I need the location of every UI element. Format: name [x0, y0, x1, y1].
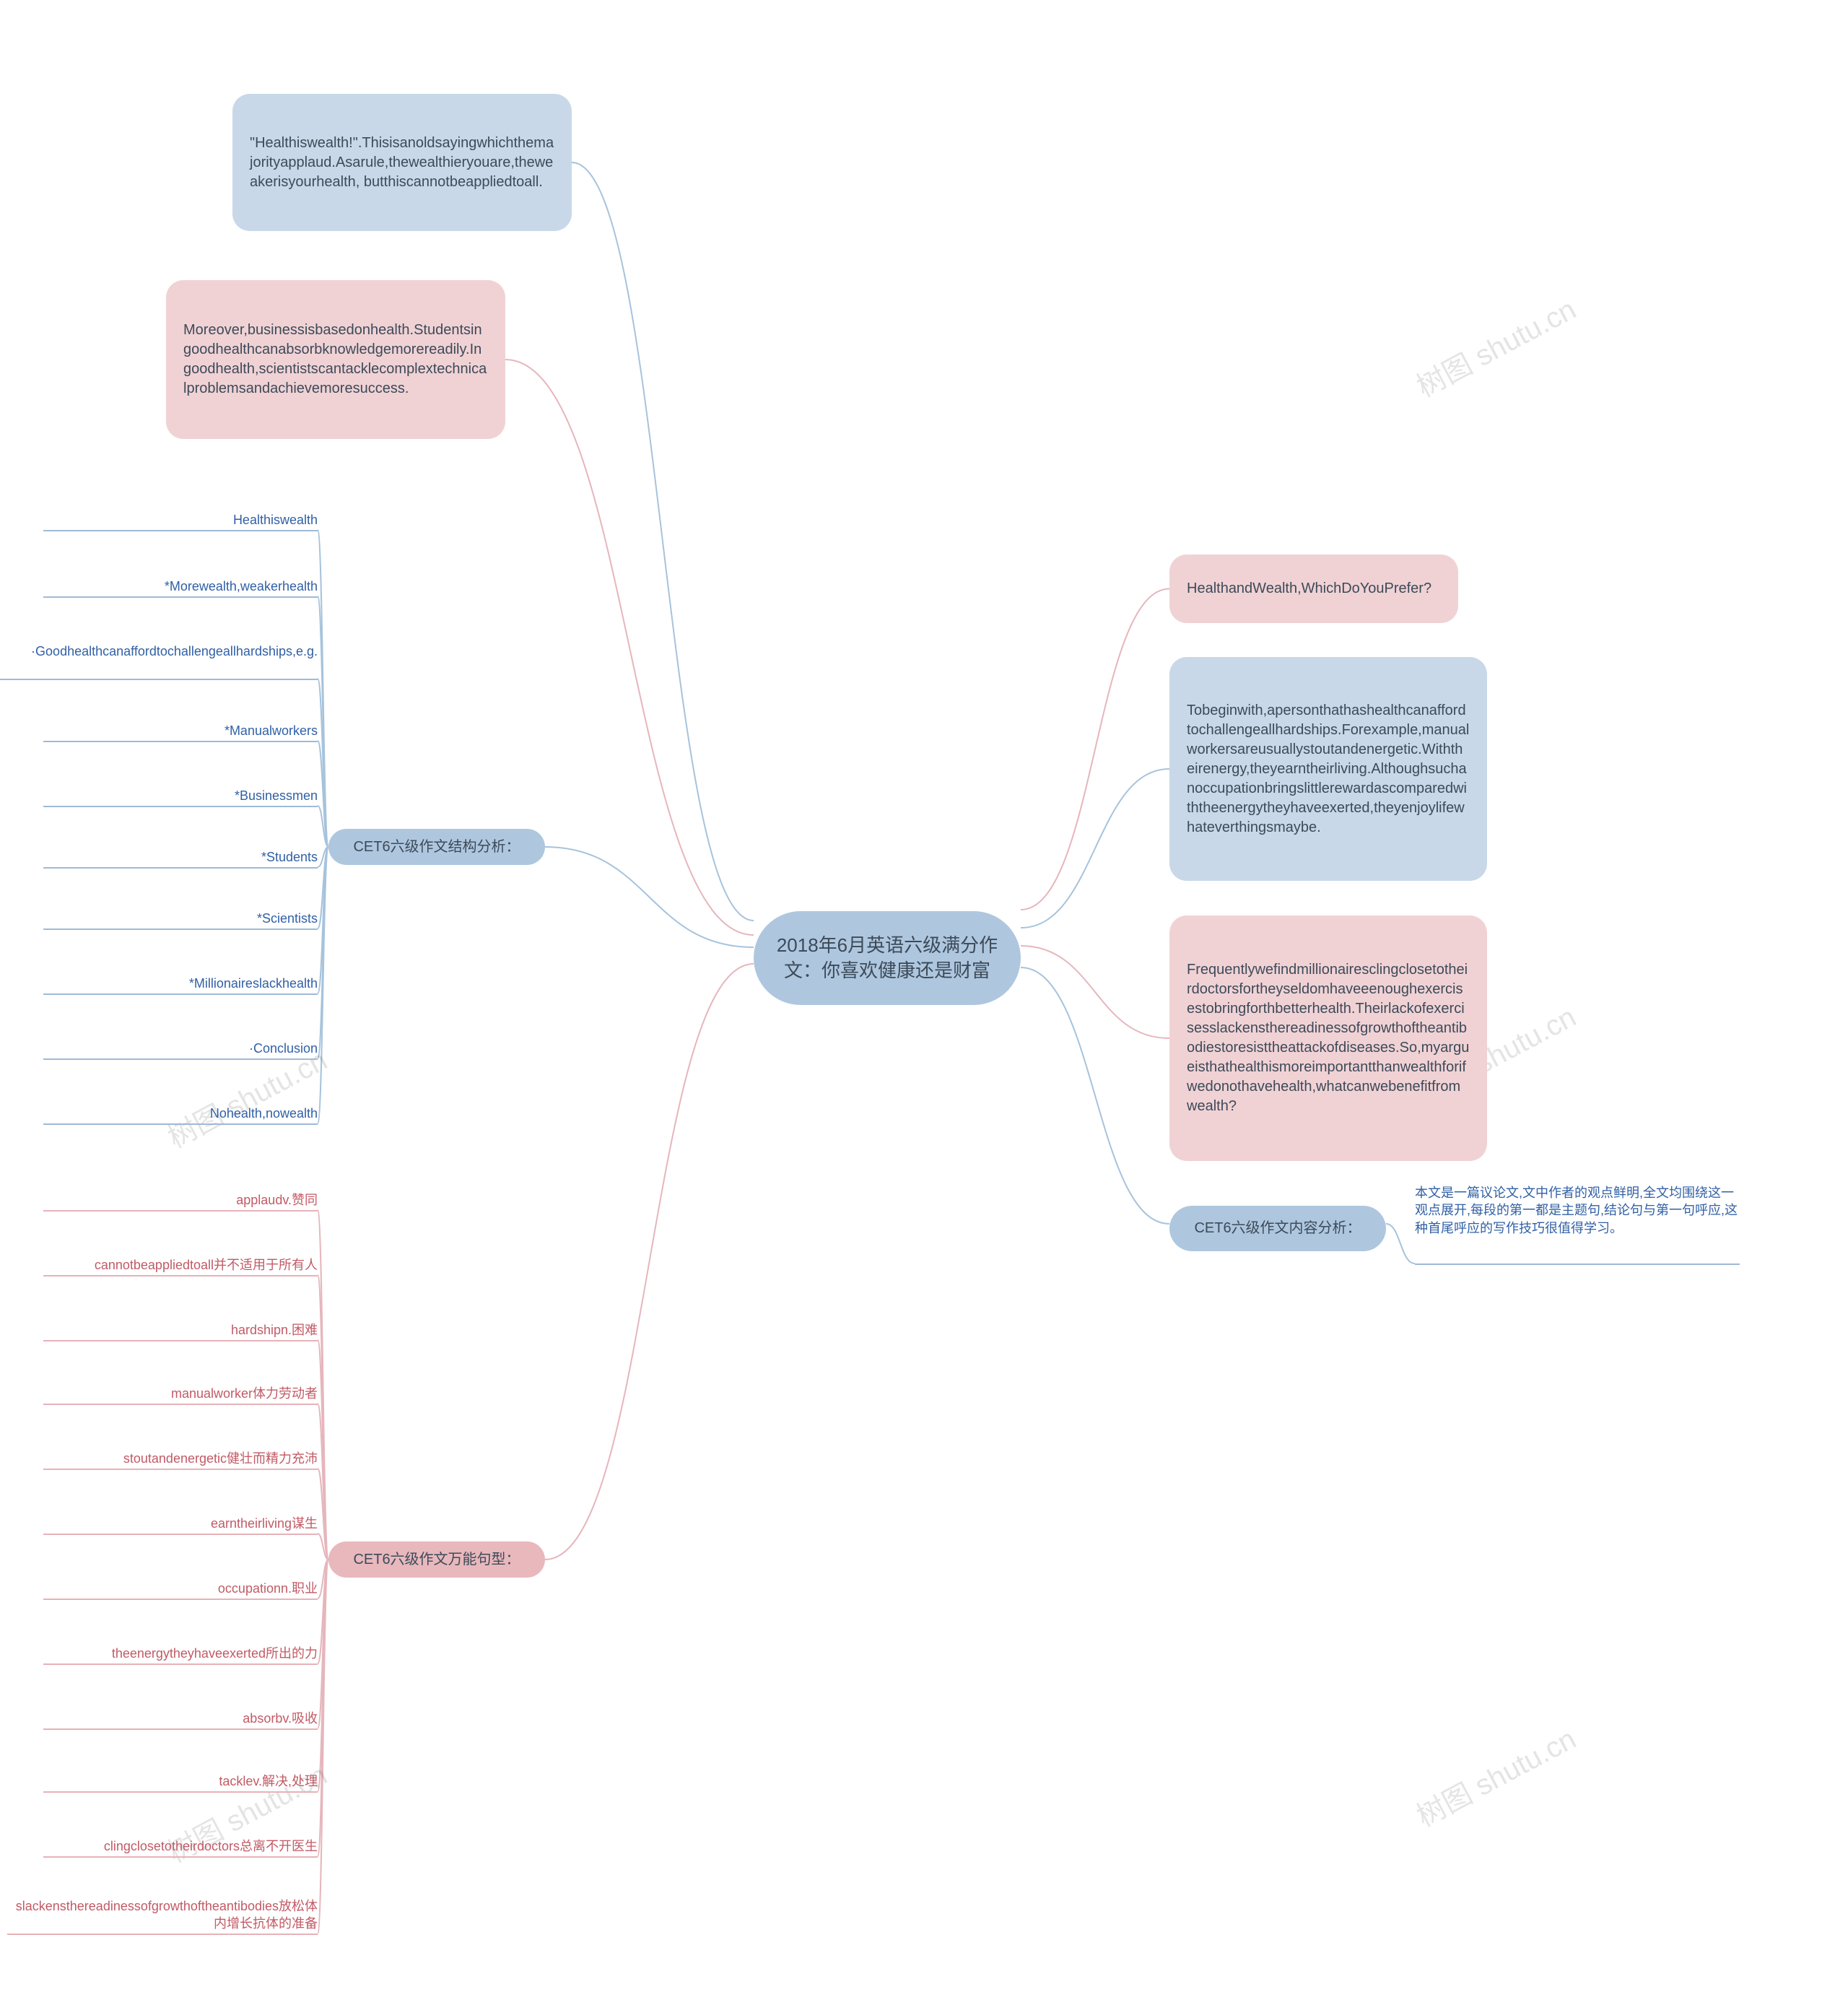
mindmap-canvas: 树图 shutu.cn树图 shutu.cn树图 shutu.cn树图 shut… [0, 0, 1848, 2005]
node-r3[interactable]: Frequentlywefindmillionairesclingcloseto… [1169, 915, 1487, 1161]
node-r2[interactable]: Tobeginwith,apersonthathashealthcanaffor… [1169, 657, 1487, 881]
leaf-p2-8[interactable]: absorbv.吸收 [43, 1710, 318, 1727]
leaf-p1-9[interactable]: Nohealth,nowealth [43, 1105, 318, 1122]
node-p1[interactable]: CET6六级作文结构分析： [328, 829, 545, 865]
leaf-p2-6[interactable]: occupationn.职业 [43, 1580, 318, 1597]
node-r1[interactable]: HealthandWealth,WhichDoYouPrefer? [1169, 554, 1458, 623]
leaf-p2-0[interactable]: applaudv.赞同 [43, 1191, 318, 1209]
node-l2[interactable]: Moreover,businessisbasedonhealth.Student… [166, 280, 505, 439]
node-l1[interactable]: "Healthiswealth!".Thisisanoldsayingwhich… [232, 94, 572, 231]
node-r4-child[interactable]: 本文是一篇议论文,文中作者的观点鲜明,全文均围绕这一观点展开,每段的第一都是主题… [1415, 1184, 1740, 1237]
mindmap-center[interactable]: 2018年6月英语六级满分作文：你喜欢健康还是财富 [754, 911, 1021, 1005]
leaf-p2-5[interactable]: earntheirliving谋生 [43, 1515, 318, 1532]
node-p2[interactable]: CET6六级作文万能句型： [328, 1541, 545, 1578]
leaf-p2-4[interactable]: stoutandenergetic健壮而精力充沛 [43, 1450, 318, 1467]
leaf-p2-10[interactable]: clingclosetotheirdoctors总离不开医生 [43, 1837, 318, 1855]
leaf-p1-8[interactable]: ·Conclusion [43, 1040, 318, 1057]
watermark: 树图 shutu.cn [1408, 1716, 1582, 1835]
leaf-p1-0[interactable]: Healthiswealth [43, 511, 318, 529]
leaf-p1-3[interactable]: *Manualworkers [43, 722, 318, 739]
watermark: 树图 shutu.cn [1408, 287, 1582, 406]
leaf-p2-9[interactable]: tacklev.解决,处理 [43, 1773, 318, 1790]
leaf-p2-7[interactable]: theenergytheyhaveexerted所出的力 [43, 1645, 318, 1662]
leaf-p2-1[interactable]: cannotbeappliedtoall并不适用于所有人 [43, 1256, 318, 1274]
leaf-p1-2[interactable]: ·Goodhealthcanaffordtochallengeallhardsh… [0, 643, 318, 660]
leaf-p2-3[interactable]: manualworker体力劳动者 [43, 1385, 318, 1402]
leaf-p2-2[interactable]: hardshipn.困难 [43, 1321, 318, 1339]
leaf-p1-4[interactable]: *Businessmen [43, 787, 318, 804]
leaf-p1-1[interactable]: *Morewealth,weakerhealth [43, 578, 318, 595]
leaf-p1-7[interactable]: *Millionaireslackhealth [43, 975, 318, 992]
node-r4[interactable]: CET6六级作文内容分析： [1169, 1206, 1386, 1251]
leaf-p2-11[interactable]: slackensthereadinessofgrowthoftheantibod… [7, 1897, 318, 1933]
leaf-p1-5[interactable]: *Students [43, 848, 318, 866]
leaf-p1-6[interactable]: *Scientists [43, 910, 318, 927]
